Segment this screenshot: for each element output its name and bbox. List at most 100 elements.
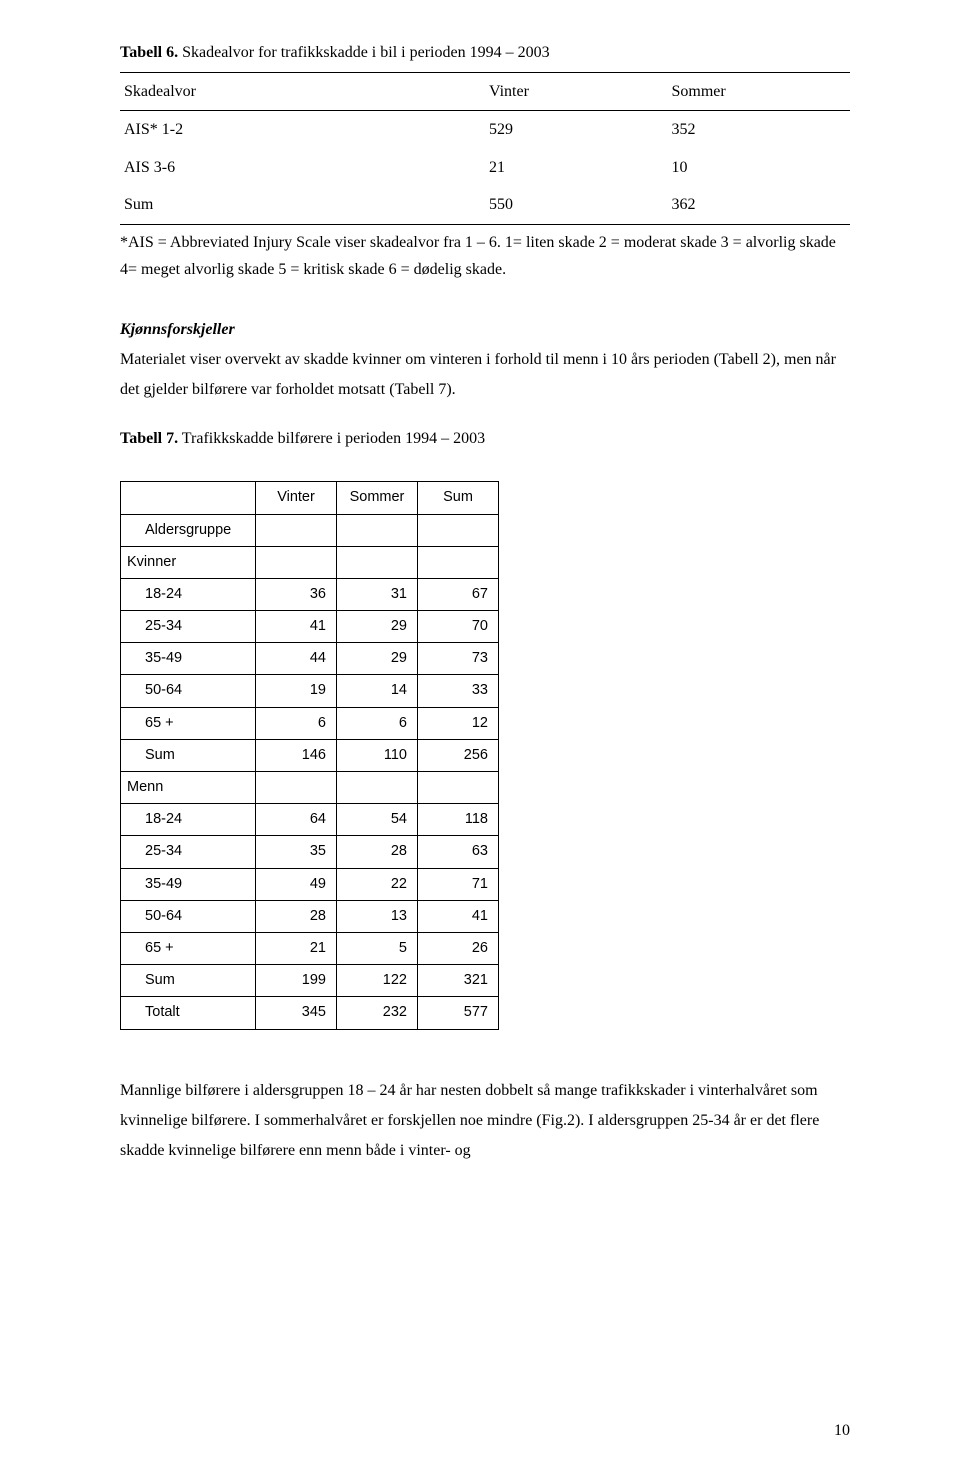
table6-cell: 10 (668, 149, 851, 187)
table6-cell: AIS 3-6 (120, 149, 485, 187)
table7-blank-cell (418, 546, 499, 578)
table7-cell: 50-64 (121, 675, 256, 707)
table7-row: 35-49492271 (121, 868, 499, 900)
table7-blank-cell (337, 514, 418, 546)
table7-cell: 14 (337, 675, 418, 707)
table7-row: 65 +6612 (121, 707, 499, 739)
table7-cell: 18-24 (121, 804, 256, 836)
page: Tabell 6. Skadealvor for trafikkskadde i… (0, 0, 960, 1468)
table7-cell: Totalt (121, 997, 256, 1029)
table6-cell: Sum (120, 186, 485, 224)
table6-header-2: Sommer (668, 72, 851, 111)
section-heading: Kjønnsforskjeller (120, 317, 850, 343)
table7-cell: 6 (256, 707, 337, 739)
table7-cell: 65 + (121, 932, 256, 964)
table6-footnote: *AIS = Abbreviated Injury Scale viser sk… (120, 229, 850, 283)
table7-group-row: Kvinner (121, 546, 499, 578)
table6-caption-prefix: Tabell 6. (120, 44, 178, 61)
table7-wrap: Vinter Sommer Sum Aldersgruppe Kvinner 1… (120, 481, 850, 1029)
table6-caption-rest: Skadealvor for trafikkskadde i bil i per… (178, 44, 549, 61)
table6-row: AIS 3-6 21 10 (120, 149, 850, 187)
table7-row: 50-64191433 (121, 675, 499, 707)
table7-cell: 63 (418, 836, 499, 868)
table7-cell: 28 (256, 900, 337, 932)
table7-cell: 345 (256, 997, 337, 1029)
table7-cell: 577 (418, 997, 499, 1029)
table7-subheader-row: Aldersgruppe (121, 514, 499, 546)
table7-blank-cell (418, 514, 499, 546)
table7-header: Sum (418, 482, 499, 514)
table6-cell: 352 (668, 111, 851, 149)
table7-caption-rest: Trafikkskadde bilførere i perioden 1994 … (178, 430, 485, 447)
table6-row: AIS* 1-2 529 352 (120, 111, 850, 149)
table7-row: 35-49442973 (121, 643, 499, 675)
table7-cell: Sum (121, 739, 256, 771)
table6-cell: AIS* 1-2 (120, 111, 485, 149)
table7-cell: 5 (337, 932, 418, 964)
table7-cell: 54 (337, 804, 418, 836)
table7-row: 18-24363167 (121, 578, 499, 610)
table7-header: Sommer (337, 482, 418, 514)
table7-caption-prefix: Tabell 7. (120, 430, 178, 447)
table7-blank-cell (256, 772, 337, 804)
table7-cell: 31 (337, 578, 418, 610)
table7-cell: 36 (256, 578, 337, 610)
table7-cell: 35 (256, 836, 337, 868)
table7-row: 25-34412970 (121, 611, 499, 643)
table7-row: 18-246454118 (121, 804, 499, 836)
table7-blank-cell (418, 772, 499, 804)
table7-cell: 199 (256, 965, 337, 997)
table7-row: 50-64281341 (121, 900, 499, 932)
table6-cell: 529 (485, 111, 668, 149)
table7-row: 25-34352863 (121, 836, 499, 868)
table6-caption: Tabell 6. Skadealvor for trafikkskadde i… (120, 40, 850, 66)
table7-cell: 256 (418, 739, 499, 771)
table7-cell: 67 (418, 578, 499, 610)
table7: Vinter Sommer Sum Aldersgruppe Kvinner 1… (120, 481, 499, 1029)
table7-cell: 64 (256, 804, 337, 836)
table7-cell: 41 (418, 900, 499, 932)
table7-group-row: Menn (121, 772, 499, 804)
table7-cell: 26 (418, 932, 499, 964)
table7-cell: 22 (337, 868, 418, 900)
section-paragraph: Materialet viser overvekt av skadde kvin… (120, 345, 850, 406)
table7-cell: 49 (256, 868, 337, 900)
page-number: 10 (834, 1418, 850, 1444)
table7-cell: 41 (256, 611, 337, 643)
table7-group-name: Menn (121, 772, 256, 804)
table7-cell: 29 (337, 611, 418, 643)
table6-cell: 21 (485, 149, 668, 187)
table7-cell: 13 (337, 900, 418, 932)
table7-cell: 73 (418, 643, 499, 675)
table7-blank-cell (256, 546, 337, 578)
table7-cell: 12 (418, 707, 499, 739)
table7-cell: Sum (121, 965, 256, 997)
table7-total-row: Totalt 345 232 577 (121, 997, 499, 1029)
table7-caption: Tabell 7. Trafikkskadde bilførere i peri… (120, 426, 850, 452)
table7-cell: 29 (337, 643, 418, 675)
table7-header-blank (121, 482, 256, 514)
table7-row: Sum199122321 (121, 965, 499, 997)
table7-cell: 122 (337, 965, 418, 997)
table7-header: Vinter (256, 482, 337, 514)
table7-cell: 25-34 (121, 611, 256, 643)
table7-cell: 65 + (121, 707, 256, 739)
table7-group-label: Aldersgruppe (121, 514, 256, 546)
table7-group-name: Kvinner (121, 546, 256, 578)
table7-cell: 6 (337, 707, 418, 739)
table7-header-row: Vinter Sommer Sum (121, 482, 499, 514)
table7-cell: 118 (418, 804, 499, 836)
table7-cell: 232 (337, 997, 418, 1029)
table7-cell: 18-24 (121, 578, 256, 610)
table6-header-0: Skadealvor (120, 72, 485, 111)
table7-cell: 44 (256, 643, 337, 675)
table6: Skadealvor Vinter Sommer AIS* 1-2 529 35… (120, 72, 850, 225)
table7-blank-cell (337, 546, 418, 578)
bottom-paragraph: Mannlige bilførere i aldersgruppen 18 – … (120, 1076, 850, 1167)
table7-cell: 28 (337, 836, 418, 868)
table7-cell: 25-34 (121, 836, 256, 868)
table7-cell: 146 (256, 739, 337, 771)
table7-blank-cell (337, 772, 418, 804)
table7-cell: 110 (337, 739, 418, 771)
table7-cell: 35-49 (121, 643, 256, 675)
